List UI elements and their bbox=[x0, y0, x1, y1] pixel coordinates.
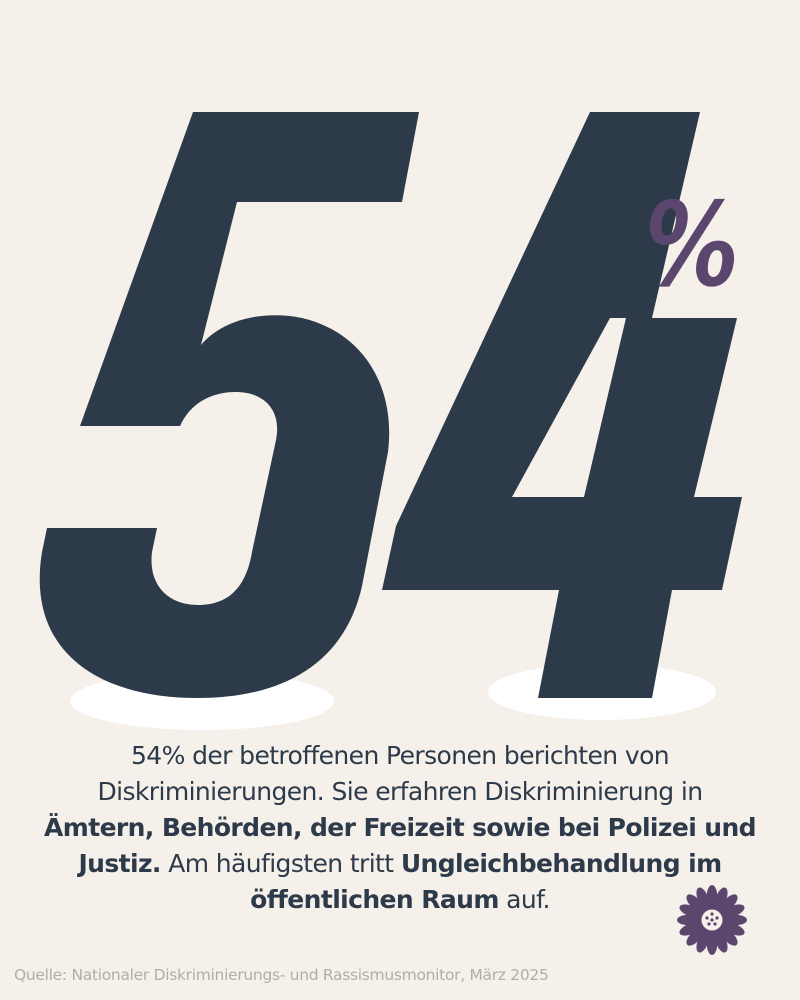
body-text-part-1: 54% der betroffenen Personen berichten v… bbox=[97, 741, 704, 806]
digit-four bbox=[382, 112, 742, 698]
body-text: 54% der betroffenen Personen berichten v… bbox=[40, 738, 760, 918]
body-text-part-3: auf. bbox=[506, 885, 550, 914]
body-text-bold-2: Ungleichbehandlung im öffentlichen Raum bbox=[250, 849, 722, 914]
percent-sign: % bbox=[634, 178, 746, 313]
headline-number bbox=[39, 112, 742, 698]
digit-five bbox=[39, 112, 419, 698]
source-note: Quelle: Nationaler Diskriminierungs- und… bbox=[14, 966, 549, 984]
body-text-part-2: Am häufigsten tritt bbox=[168, 849, 394, 878]
body-text-bold-1: Ämtern, Behörden, der Freizeit sowie bei… bbox=[44, 813, 757, 878]
sunflower-logo-icon bbox=[676, 884, 748, 956]
